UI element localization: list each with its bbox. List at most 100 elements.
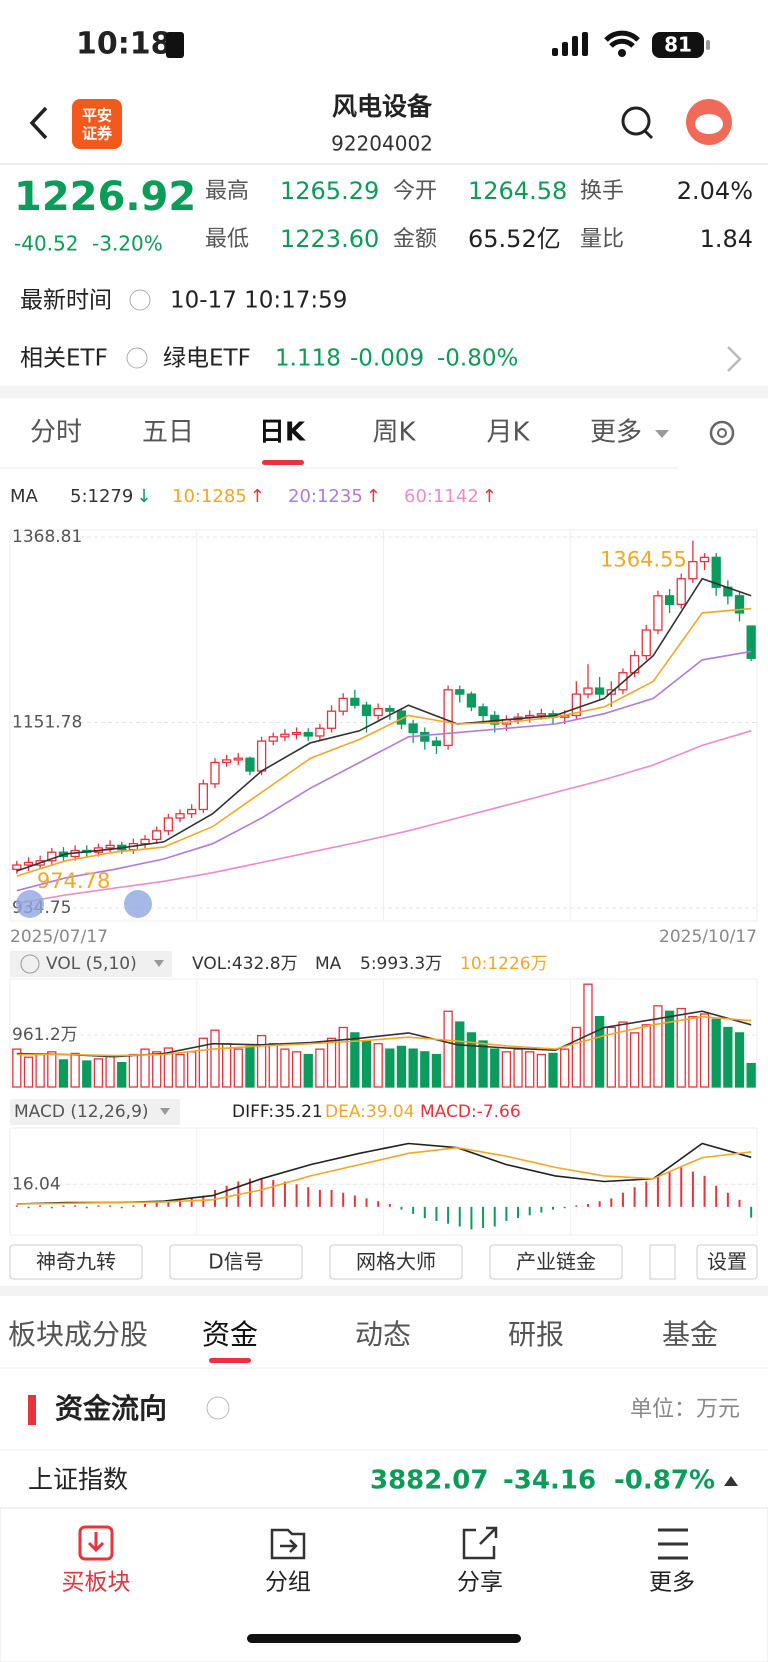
nav-label[interactable]: 分享 <box>457 1570 503 1596</box>
period-tab[interactable]: 五日 <box>142 418 194 448</box>
macd-bar <box>27 1206 30 1209</box>
candle-body <box>478 706 488 717</box>
stat-label: 量比 <box>580 227 624 252</box>
content-tab[interactable]: 动态 <box>355 1318 411 1351</box>
content-tab[interactable]: 板块成分股 <box>8 1318 148 1351</box>
selector[interactable] <box>10 951 172 977</box>
settings-button[interactable] <box>709 420 735 446</box>
volume-bar <box>641 1024 651 1088</box>
etf-label: 相关ETF <box>20 346 108 372</box>
nav-label[interactable]: 分组 <box>265 1570 311 1596</box>
macd-bar <box>738 1199 741 1207</box>
macd-bar <box>470 1206 473 1230</box>
indicator-line <box>16 1015 752 1057</box>
volume-bar <box>548 1052 558 1088</box>
macd-bar <box>109 1205 112 1207</box>
macd-bar <box>621 1192 624 1207</box>
volume-bar <box>606 1026 616 1088</box>
candle-body <box>163 817 174 832</box>
volume-bar <box>431 1053 442 1088</box>
macd-bar <box>120 1206 123 1209</box>
expand-arrow[interactable] <box>724 1476 738 1486</box>
ma-legend-item: 5:1279 <box>70 486 133 507</box>
nav-label[interactable]: 更多 <box>649 1570 695 1596</box>
info-icon[interactable] <box>126 347 148 369</box>
period-tab[interactable]: 日K <box>259 418 306 448</box>
title: 风电设备 <box>332 92 433 121</box>
tool-label[interactable]: 设置 <box>707 1250 747 1274</box>
candle-body <box>198 783 208 811</box>
macd-bar <box>144 1204 147 1207</box>
macd-bar <box>598 1201 601 1207</box>
back-button[interactable] <box>29 106 48 140</box>
battery-tip <box>706 40 710 50</box>
macd-selector[interactable]: MACD (12,26,9) <box>14 1102 149 1122</box>
content-tab[interactable]: 研报 <box>508 1318 564 1351</box>
volume-bar <box>525 1051 535 1088</box>
tool-button[interactable] <box>9 1244 143 1280</box>
macd-bar <box>179 1199 182 1207</box>
avatar-face <box>695 114 723 134</box>
overlay-button[interactable] <box>124 890 152 918</box>
search-button[interactable] <box>621 106 651 136</box>
macd-bar <box>377 1201 380 1207</box>
tool-label[interactable]: 神奇九转 <box>36 1250 116 1274</box>
chevron[interactable] <box>727 346 742 372</box>
tab-indicator <box>262 460 304 465</box>
nav-icon <box>462 1526 498 1560</box>
volume-bar <box>501 1051 512 1088</box>
tool-button[interactable] <box>649 1244 676 1280</box>
macd-bar <box>15 1205 18 1207</box>
index-name: 上证指数 <box>28 1465 128 1494</box>
unit: 单位：万元 <box>630 1397 740 1422</box>
candle-body <box>594 687 605 695</box>
wifi-dot <box>618 49 626 57</box>
candle-body <box>583 687 593 695</box>
tool-button[interactable] <box>489 1244 623 1280</box>
candle-body <box>408 723 418 734</box>
macd-bar <box>295 1184 298 1207</box>
nav-label[interactable]: 买板块 <box>62 1570 131 1596</box>
content-tab[interactable]: 资金 <box>202 1318 258 1351</box>
tool-label[interactable]: D信号 <box>208 1250 263 1274</box>
tool-button[interactable] <box>169 1244 303 1280</box>
macd-bar <box>353 1195 356 1207</box>
tool-button[interactable] <box>696 1244 758 1280</box>
y-tick-label: 1151.78 <box>12 712 82 732</box>
ma-legend-arrow: ↓ <box>136 486 151 507</box>
ma-label: MA <box>10 486 39 507</box>
period-tab[interactable]: 更多 <box>590 418 642 448</box>
period-tab[interactable]: 分时 <box>30 418 82 448</box>
tool-label[interactable]: 产业链金 <box>516 1250 596 1274</box>
wifi <box>604 30 640 48</box>
divider <box>0 386 768 398</box>
content-tab[interactable]: 基金 <box>662 1318 718 1351</box>
overlay-button[interactable] <box>16 890 44 918</box>
macd-bar <box>132 1205 135 1207</box>
macd-bar <box>575 1205 578 1207</box>
candle-body <box>245 757 255 772</box>
volume-bar <box>128 1053 139 1088</box>
info-icon[interactable] <box>206 1396 230 1420</box>
status-time: 10:18 <box>76 27 172 62</box>
candle-body <box>641 629 651 657</box>
stat-label: 最高 <box>205 179 249 204</box>
info-icon[interactable] <box>129 289 151 311</box>
macd-bar <box>656 1175 659 1207</box>
candle-body <box>140 838 150 845</box>
volume-bar <box>385 1048 395 1088</box>
volume-bar <box>198 1037 208 1088</box>
period-tab[interactable]: 月K <box>486 418 530 448</box>
tool-button[interactable] <box>329 1244 463 1280</box>
volume-bar <box>676 1007 686 1088</box>
change-pct: -3.20% <box>92 232 163 256</box>
volume-bar <box>560 1048 570 1088</box>
volume-bar <box>723 1026 733 1088</box>
volume-bar <box>536 1053 547 1088</box>
volume-bar <box>455 1021 465 1088</box>
period-tab[interactable]: 周K <box>372 418 416 448</box>
selector[interactable] <box>10 1099 180 1125</box>
vol-selector[interactable]: VOL (5,10) <box>46 954 137 974</box>
tool-label[interactable]: 网格大师 <box>356 1250 436 1274</box>
vol-ma10: 10:1226万 <box>460 954 548 974</box>
